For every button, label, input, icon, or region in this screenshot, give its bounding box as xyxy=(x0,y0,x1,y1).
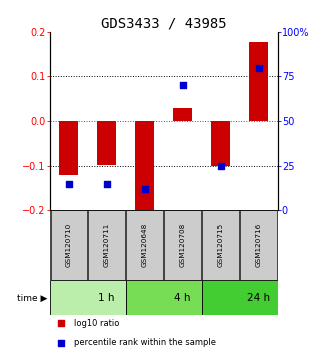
Point xyxy=(142,186,147,192)
Text: GSM120716: GSM120716 xyxy=(256,223,262,268)
Point xyxy=(104,181,109,186)
Title: GDS3433 / 43985: GDS3433 / 43985 xyxy=(101,17,227,31)
Bar xyxy=(126,210,163,280)
Text: time ▶: time ▶ xyxy=(17,293,48,302)
Point xyxy=(59,320,64,326)
Bar xyxy=(126,280,202,315)
Bar xyxy=(50,280,126,315)
Bar xyxy=(203,210,239,280)
Bar xyxy=(202,280,278,315)
Point xyxy=(180,82,185,88)
Bar xyxy=(173,108,192,121)
Text: GSM120710: GSM120710 xyxy=(66,223,72,268)
Text: GSM120708: GSM120708 xyxy=(180,223,186,268)
Bar xyxy=(50,210,87,280)
Bar xyxy=(164,210,201,280)
Text: 4 h: 4 h xyxy=(174,293,191,303)
Bar xyxy=(240,210,277,280)
Text: GSM120715: GSM120715 xyxy=(218,223,224,268)
Bar xyxy=(59,121,78,175)
Text: GSM120648: GSM120648 xyxy=(142,223,148,268)
Point xyxy=(59,340,64,346)
Text: 1 h: 1 h xyxy=(99,293,115,303)
Point xyxy=(66,181,71,186)
Text: percentile rank within the sample: percentile rank within the sample xyxy=(74,338,216,347)
Text: GSM120711: GSM120711 xyxy=(104,223,110,268)
Point xyxy=(256,65,261,70)
Text: 24 h: 24 h xyxy=(247,293,270,303)
Text: log10 ratio: log10 ratio xyxy=(74,319,119,327)
Bar xyxy=(211,121,230,166)
Bar xyxy=(135,121,154,212)
Bar xyxy=(89,210,125,280)
Bar xyxy=(249,42,268,121)
Bar xyxy=(97,121,116,165)
Point xyxy=(218,163,223,169)
